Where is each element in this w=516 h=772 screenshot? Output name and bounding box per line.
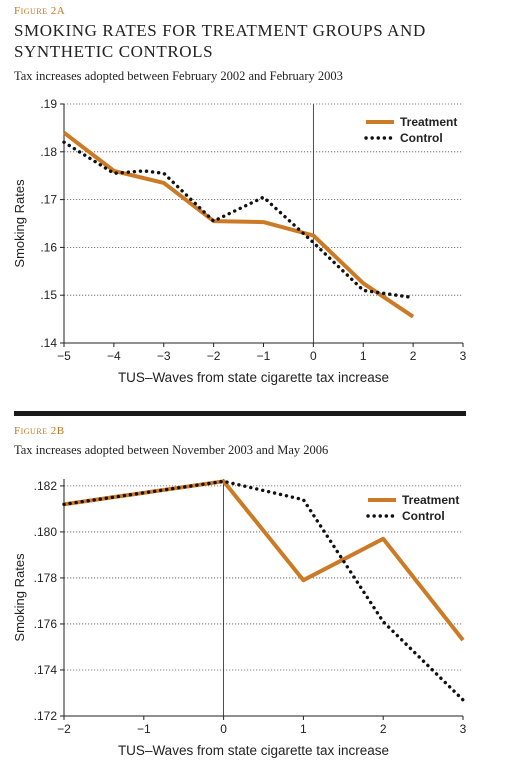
chart-2a-x-tick-label: 1	[360, 349, 367, 363]
chart-2a-x-tick-label: −2	[207, 349, 221, 363]
chart-2b-x-tick-label: 0	[220, 722, 227, 736]
chart-2a-y-tick-label: .14	[40, 336, 57, 350]
figure-2a-label: Figure 2A	[14, 5, 66, 17]
chart-2b-x-tick-label: −2	[57, 722, 71, 736]
chart-2a-x-axis-label: TUS–Waves from state cigarette tax incre…	[118, 370, 389, 385]
chart-2a-x-tick-label: −3	[157, 349, 171, 363]
chart-2a-y-tick-label: .15	[40, 288, 57, 302]
chart-title: SMOKING RATES FOR TREATMENT GROUPS AND S…	[14, 21, 426, 61]
chart-2a-x-tick-label: −4	[107, 349, 121, 363]
chart-2b-x-tick-label: 2	[380, 722, 387, 736]
chart-2b-y-tick-label: .174	[34, 663, 58, 677]
chart-2b-subtitle: Tax increases adopted between November 2…	[14, 443, 329, 457]
chart-2b-x-tick-label: 1	[300, 722, 307, 736]
chart-2a-y-tick-label: .18	[40, 145, 57, 159]
chart-2a-subtitle: Tax increases adopted between February 2…	[14, 69, 343, 83]
chart-2a-legend-label-control: Control	[400, 131, 443, 145]
chart-2b-series-control-line	[62, 479, 465, 702]
chart-2a-y-axis-label: Smoking Rates	[12, 179, 27, 268]
figure-2b-label: Figure 2B	[14, 425, 65, 437]
chart-2a-x-tick-label: 2	[410, 349, 417, 363]
chart-2b-y-tick-label: .180	[34, 525, 58, 539]
chart-2b-y-tick-label: .182	[34, 479, 58, 493]
chart-2b-series-treatment-line	[63, 479, 465, 642]
chart-2b-y-tick-label: .178	[34, 571, 58, 585]
chart-2a: .14 .15 .16 .17 .18 .19 −5 −4 −3 −2 −1 0 1 2 3 TUS–Wave…	[12, 97, 467, 385]
chart-2a-x-tick-label: 0	[310, 349, 317, 363]
section-divider	[14, 411, 466, 416]
chart-2b-y-axis-label: Smoking Rates	[12, 553, 27, 642]
chart-2a-y-tick-label: .17	[40, 193, 57, 207]
chart-2a-x-tick-label: −5	[57, 349, 71, 363]
chart-2a-legend-label-treatment: Treatment	[400, 115, 457, 129]
chart-2b-legend-label-treatment: Treatment	[402, 493, 459, 507]
chart-2b-y-tick-label: .172	[34, 709, 58, 723]
chart-2b-x-axis-label: TUS–Waves from state cigarette tax incre…	[118, 743, 389, 758]
chart-2a-y-tick-label: .19	[40, 97, 57, 111]
chart-2a-series-control-line	[62, 140, 415, 300]
chart-2b-legend-label-control: Control	[402, 509, 445, 523]
chart-2b-x-tick-label: 3	[460, 722, 467, 736]
chart-2a-x-tick-label: −1	[257, 349, 271, 363]
chart-2a-y-tick-label: .16	[40, 240, 57, 254]
chart-2a-x-tick-label: 3	[460, 349, 467, 363]
chart-2b-x-tick-label: −1	[137, 722, 151, 736]
chart-2b-y-tick-label: .176	[34, 617, 58, 631]
